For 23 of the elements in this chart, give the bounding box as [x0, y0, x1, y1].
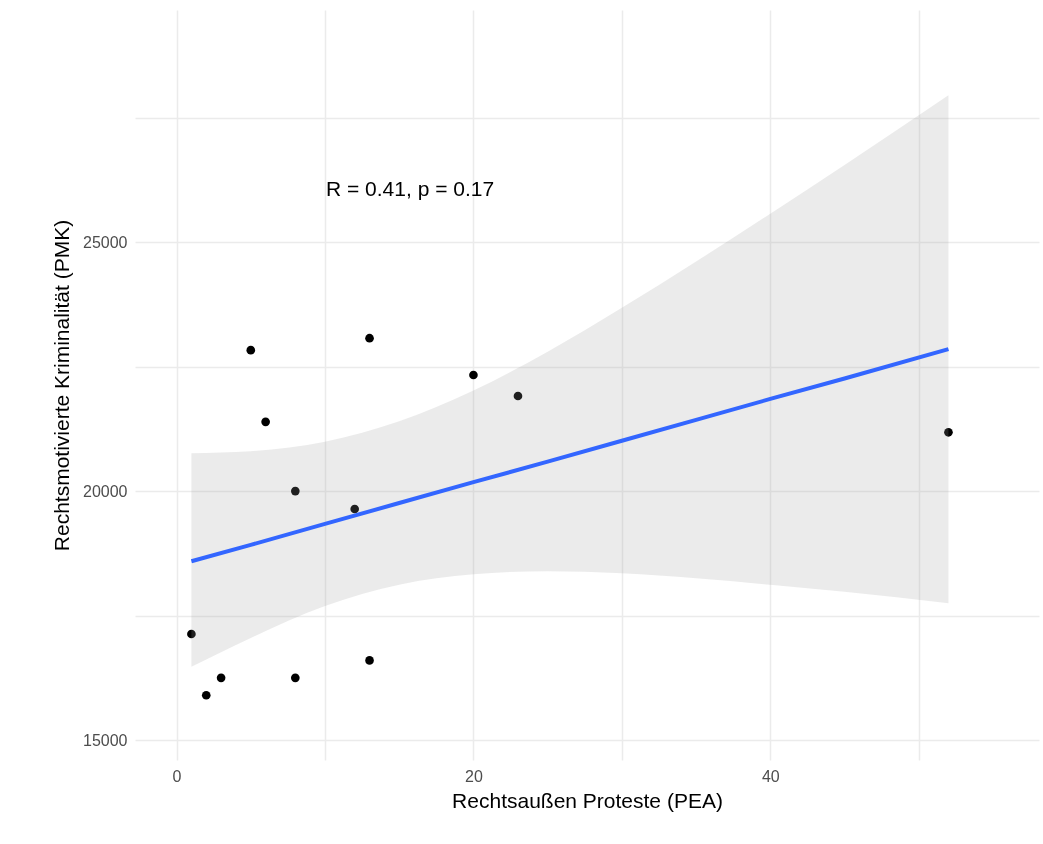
point — [365, 333, 374, 343]
annotation: R = 0.41, p = 0.17 — [326, 177, 495, 200]
point — [246, 345, 256, 355]
point — [187, 629, 196, 639]
point — [513, 391, 523, 401]
x-tick-label: 0 — [172, 767, 182, 785]
point — [365, 656, 374, 665]
x-axis-title: Rechtsaußen Proteste (PEA) — [452, 788, 723, 812]
y-tick-label: 15000 — [83, 731, 128, 749]
y-axis-title: Rechtsmotivierte Kriminalität (PMK) — [50, 219, 74, 552]
x-tick-label: 20 — [465, 767, 483, 785]
point — [469, 370, 478, 380]
point — [216, 673, 226, 683]
point — [261, 417, 270, 427]
point — [290, 673, 300, 683]
y-tick-label: 25000 — [83, 233, 128, 251]
point — [350, 504, 360, 514]
point — [201, 690, 211, 700]
x-tick-label: 40 — [761, 767, 780, 785]
line-series — [189, 347, 951, 564]
point — [944, 427, 953, 437]
point — [290, 486, 300, 496]
y-tick-label: 20000 — [83, 482, 128, 500]
